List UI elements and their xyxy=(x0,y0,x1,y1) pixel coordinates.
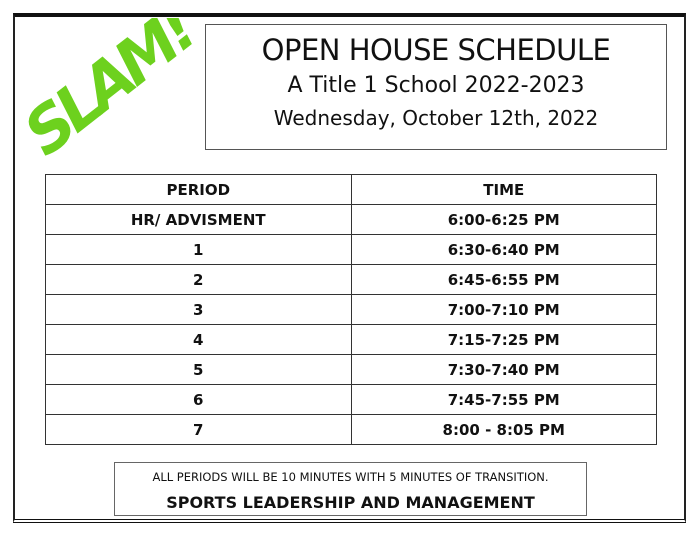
time-cell: 6:45-6:55 PM xyxy=(350,264,657,295)
page-title: OPEN HOUSE SCHEDULE xyxy=(261,33,611,67)
table-row: 2 6:45-6:55 PM xyxy=(45,264,657,295)
schedule-table: PERIOD TIME HR/ ADVISMENT 6:00-6:25 PM 1 6:… xyxy=(45,174,657,445)
table-row: 1 6:30-6:40 PM xyxy=(45,234,657,265)
table-row: 5 7:30-7:40 PM xyxy=(45,354,657,385)
event-date: Wednesday, October 12th, 2022 xyxy=(273,106,599,130)
program-name: SPORTS LEADERSHIP AND MANAGEMENT xyxy=(166,493,535,512)
table-row: 7 8:00 - 8:05 PM xyxy=(45,414,657,445)
period-cell: HR/ ADVISMENT xyxy=(45,204,352,235)
column-header-time: TIME xyxy=(350,174,657,205)
time-cell: 8:00 - 8:05 PM xyxy=(350,414,657,445)
column-header-period: PERIOD xyxy=(45,174,352,205)
table-row: 3 7:00-7:10 PM xyxy=(45,294,657,325)
slam-logo-text: SLAM! xyxy=(28,18,198,168)
time-cell: 6:30-6:40 PM xyxy=(350,234,657,265)
table-row: HR/ ADVISMENT 6:00-6:25 PM xyxy=(45,204,657,235)
period-cell: 3 xyxy=(45,294,352,325)
page-frame xyxy=(13,13,686,523)
time-cell: 7:15-7:25 PM xyxy=(350,324,657,355)
slam-logo: SLAM! xyxy=(28,18,198,168)
table-row: 4 7:15-7:25 PM xyxy=(45,324,657,355)
period-cell: 4 xyxy=(45,324,352,355)
transition-note: ALL PERIODS WILL BE 10 MINUTES WITH 5 MI… xyxy=(152,470,549,484)
period-cell: 6 xyxy=(45,384,352,415)
table-row: 6 7:45-7:55 PM xyxy=(45,384,657,415)
period-cell: 5 xyxy=(45,354,352,385)
footer-box: ALL PERIODS WILL BE 10 MINUTES WITH 5 MI… xyxy=(114,462,587,516)
table-header-row: PERIOD TIME xyxy=(45,174,657,205)
time-cell: 7:30-7:40 PM xyxy=(350,354,657,385)
time-cell: 6:00-6:25 PM xyxy=(350,204,657,235)
period-cell: 1 xyxy=(45,234,352,265)
period-cell: 7 xyxy=(45,414,352,445)
page-subtitle: A Title 1 School 2022-2023 xyxy=(287,73,585,98)
title-box: OPEN HOUSE SCHEDULE A Title 1 School 202… xyxy=(205,24,667,150)
time-cell: 7:45-7:55 PM xyxy=(350,384,657,415)
period-cell: 2 xyxy=(45,264,352,295)
time-cell: 7:00-7:10 PM xyxy=(350,294,657,325)
